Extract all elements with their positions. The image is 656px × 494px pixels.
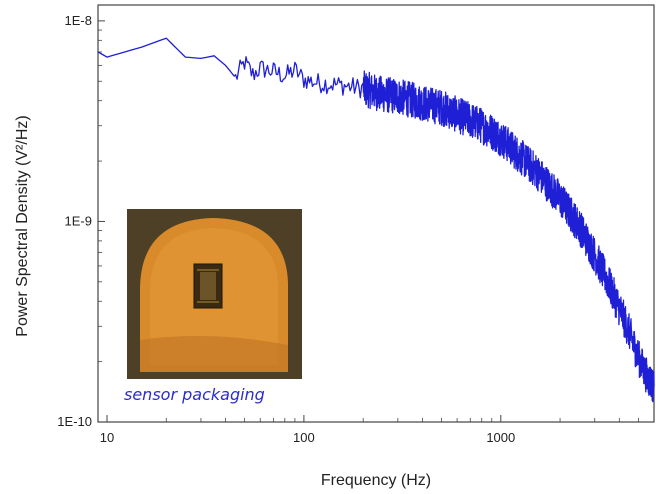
series-line-psd xyxy=(97,37,655,403)
x-tick-label: 100 xyxy=(293,430,315,445)
y-tick-label: 1E-8 xyxy=(65,13,92,28)
x-axis-title: Frequency (Hz) xyxy=(321,472,431,489)
y-axis-ticks: 1E-10 1E-9 1E-8 xyxy=(57,13,105,429)
inset-caption: sensor packaging xyxy=(124,385,265,404)
y-tick-label: 1E-9 xyxy=(65,213,92,228)
inset-sensor-photo xyxy=(127,209,302,379)
x-tick-label: 1000 xyxy=(486,430,515,445)
y-axis-title: Power Spectral Density (V²/Hz) xyxy=(14,115,31,336)
y-tick-label: 1E-10 xyxy=(57,414,92,429)
x-axis-ticks: 10 100 1000 xyxy=(97,415,655,445)
x-tick-label: 10 xyxy=(100,430,114,445)
plot-frame xyxy=(97,4,655,423)
